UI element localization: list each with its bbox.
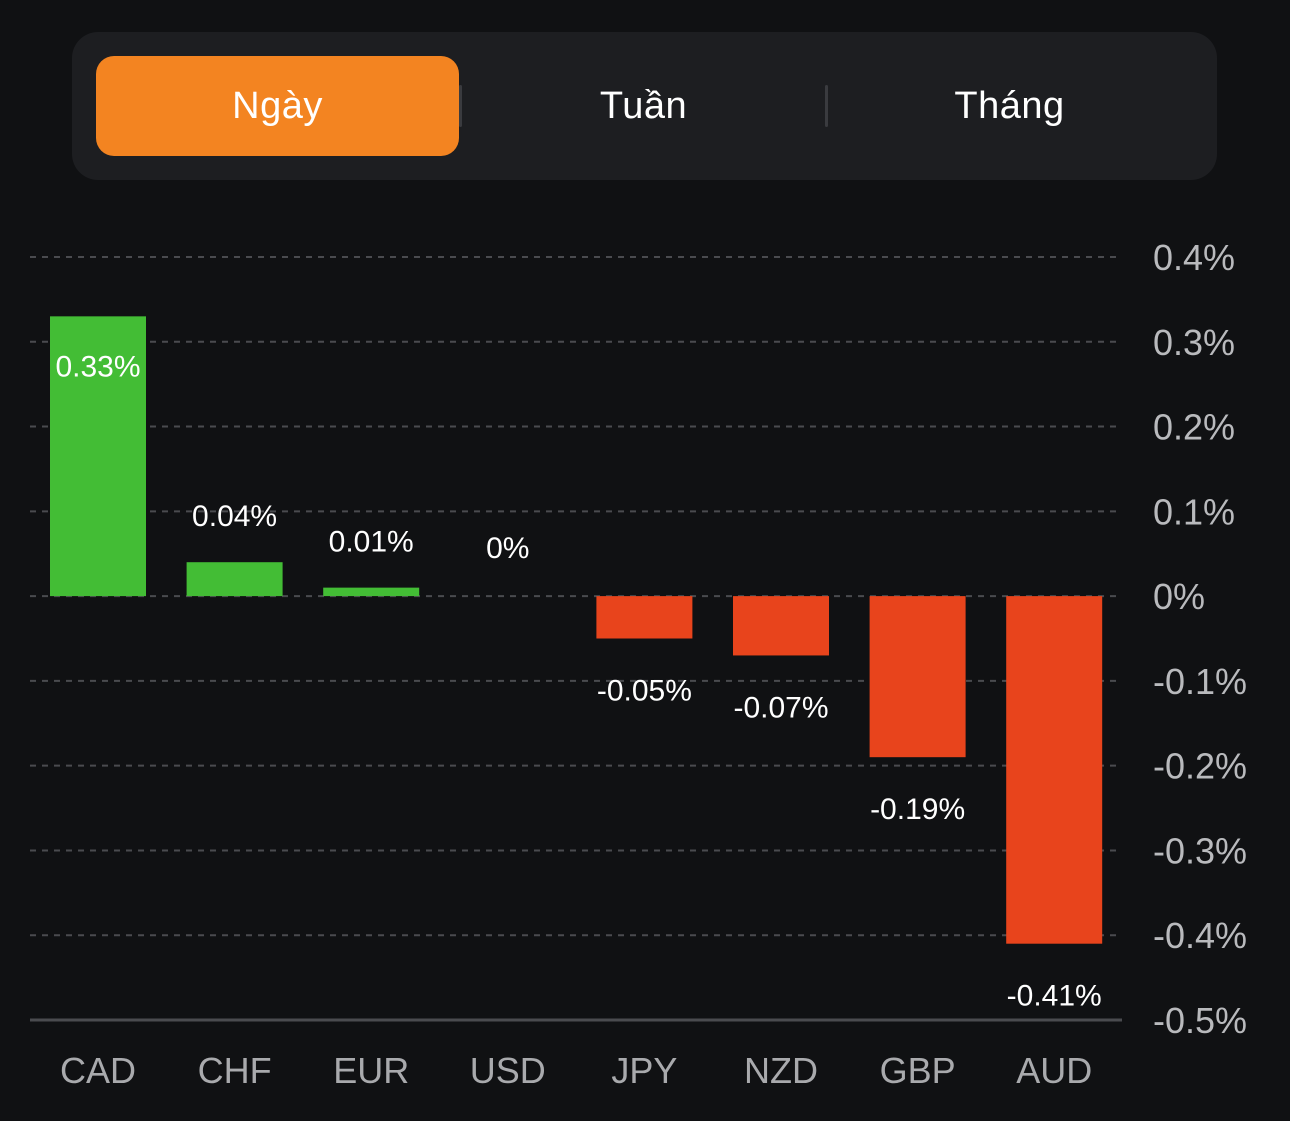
bar-jpy: [596, 596, 693, 639]
y-tick-label: -0.2%: [1153, 746, 1247, 787]
x-tick-label: GBP: [880, 1050, 956, 1091]
bar-aud: [1006, 596, 1103, 944]
bar-chf: [186, 562, 283, 597]
x-tick-label: EUR: [333, 1050, 409, 1091]
tab-day[interactable]: Ngày: [96, 56, 459, 156]
tab-week[interactable]: Tuần: [599, 84, 688, 127]
x-tick-label: USD: [470, 1050, 546, 1091]
x-tick-label: JPY: [611, 1050, 677, 1091]
data-label: 0%: [486, 532, 529, 565]
y-tick-label: 0.2%: [1153, 407, 1235, 448]
bar-nzd: [733, 596, 829, 656]
y-tick-label: -0.3%: [1153, 830, 1247, 871]
y-tick-label: -0.1%: [1153, 661, 1247, 702]
tab-month[interactable]: Tháng: [954, 84, 1065, 127]
x-tick-label: CAD: [60, 1050, 136, 1091]
data-label: 0.01%: [329, 526, 414, 559]
tab-divider: [459, 85, 462, 127]
y-tick-label: 0.4%: [1153, 237, 1235, 278]
period-segmented-control: Ngày Tuần Tháng: [72, 32, 1217, 180]
x-tick-label: NZD: [744, 1050, 818, 1091]
x-tick-label: CHF: [198, 1050, 272, 1091]
data-label: -0.05%: [597, 675, 692, 708]
bar-cad: [50, 316, 146, 597]
tab-divider: [825, 85, 828, 127]
y-tick-label: 0.1%: [1153, 491, 1235, 532]
data-label: 0.33%: [55, 350, 140, 383]
data-label: -0.41%: [1007, 980, 1102, 1013]
y-tick-label: 0%: [1153, 576, 1205, 617]
x-tick-label: AUD: [1016, 1050, 1092, 1091]
y-tick-label: -0.4%: [1153, 915, 1247, 956]
data-label: 0.04%: [192, 500, 277, 533]
y-tick-label: -0.5%: [1153, 1000, 1247, 1041]
y-tick-label: 0.3%: [1153, 322, 1235, 363]
bar-eur: [323, 587, 420, 597]
data-label: -0.19%: [870, 793, 965, 826]
bar-gbp: [869, 596, 966, 758]
data-label: -0.07%: [733, 691, 828, 724]
